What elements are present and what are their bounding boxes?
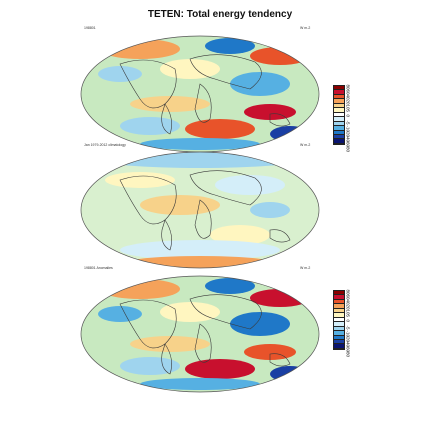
coastline — [269, 229, 291, 243]
anomaly-blob — [210, 225, 270, 245]
anomaly-blob — [185, 119, 255, 139]
colorbar-segment — [334, 313, 344, 318]
coastline — [161, 103, 172, 135]
coastline — [161, 343, 172, 375]
coastline — [269, 113, 291, 127]
anomaly-blob — [250, 289, 310, 307]
coastline — [194, 199, 212, 239]
anomaly-blob — [205, 38, 255, 54]
anomaly-blob — [130, 336, 210, 352]
colorbar-segment — [334, 339, 344, 345]
anomaly-blob — [185, 359, 255, 379]
colorbar-tick-label: -80 — [345, 350, 351, 357]
colorbar-segment — [334, 308, 344, 314]
colorbar-segment — [334, 335, 344, 340]
colorbar-segment — [334, 317, 344, 323]
anomaly-blob — [230, 312, 290, 336]
panel-2-label: Jan 1979-2012 climatology — [84, 143, 126, 147]
coastline — [194, 323, 212, 363]
anomaly-blob — [120, 357, 180, 375]
panel-3-colorbar-labels: 80 60 40 20 10 5 0 -5 -10 -20 -40 -60 -80 — [346, 287, 362, 357]
panel-1-colorbar-labels: 80 60 40 20 10 5 0 -5 -10 -20 -40 -60 -80 — [346, 82, 362, 152]
coastline — [189, 170, 262, 206]
colorbar-segment — [334, 299, 344, 305]
anomaly-blob — [98, 66, 142, 82]
anomaly-blob — [250, 47, 310, 65]
colorbar-segment — [334, 304, 344, 309]
colorbar-segment — [334, 322, 344, 327]
colorbar-segment — [334, 86, 344, 91]
coastline — [269, 353, 291, 367]
anomaly-blob — [140, 195, 220, 215]
panel-2-map[interactable] — [80, 150, 320, 270]
panel-3-units: W m-2 — [300, 266, 311, 270]
anomaly-blob — [160, 59, 220, 79]
coastline — [161, 219, 172, 251]
anomaly-blob — [250, 202, 290, 218]
colorbar-segment — [334, 90, 344, 95]
panel-3-colorbar — [333, 290, 345, 350]
colorbar-segment — [334, 99, 344, 104]
coastline — [189, 54, 262, 90]
colorbar-tick-label: -80 — [345, 145, 351, 152]
colorbar-segment — [334, 121, 344, 127]
anomaly-blob — [120, 240, 280, 260]
anomaly-blob — [130, 256, 270, 268]
panel-1-label: 198801 — [84, 26, 96, 30]
colorbar-segment — [334, 139, 344, 144]
colorbar-segment — [334, 108, 344, 113]
colorbar-segment — [334, 117, 344, 122]
colorbar-segment — [334, 94, 344, 100]
anomaly-blob — [270, 366, 310, 382]
coastline — [189, 294, 262, 330]
panel-2-units: W m-2 — [300, 143, 311, 147]
anomaly-blob — [100, 152, 300, 168]
panel-3-map[interactable] — [80, 274, 320, 394]
panel-2-map-svg — [80, 151, 320, 269]
anomaly-blob — [100, 279, 180, 299]
anomaly-blob — [270, 126, 310, 142]
panel-3-map-svg — [80, 275, 320, 393]
figure-title: TETEN: Total energy tendency — [147, 9, 293, 20]
anomaly-blob — [105, 172, 175, 188]
anomaly-blob — [140, 378, 260, 390]
colorbar-segment — [334, 130, 344, 135]
anomaly-blob — [100, 39, 180, 59]
colorbar-segment — [334, 331, 344, 336]
anomaly-blob — [130, 96, 210, 112]
colorbar-segment — [334, 344, 344, 349]
colorbar-segment — [334, 126, 344, 131]
colorbar-segment — [334, 326, 344, 332]
colorbar-segment — [334, 295, 344, 300]
anomaly-blob — [160, 302, 220, 322]
panel-1-colorbar — [333, 85, 345, 145]
anomaly-blob — [120, 117, 180, 135]
colorbar-segment — [334, 112, 344, 118]
colorbar-segment — [334, 134, 344, 140]
coastline — [194, 83, 212, 123]
anomaly-blob — [230, 72, 290, 96]
colorbar-segment — [334, 103, 344, 109]
panel-3-label: 198801 Anomalies — [84, 266, 113, 270]
panel-1-map-svg — [80, 35, 320, 153]
anomaly-blob — [140, 138, 260, 150]
anomaly-blob — [215, 175, 285, 195]
anomaly-blob — [98, 306, 142, 322]
panel-1-map[interactable] — [80, 34, 320, 154]
anomaly-blob — [205, 278, 255, 294]
colorbar-segment — [334, 291, 344, 296]
panel-1-units: W m-2 — [300, 26, 311, 30]
